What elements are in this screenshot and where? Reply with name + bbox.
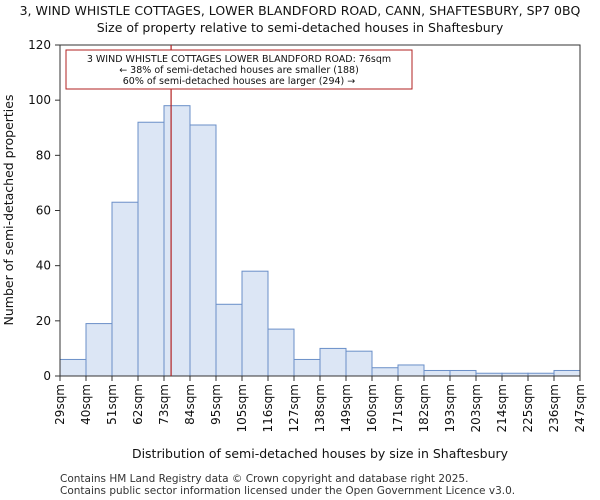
histogram-bar: [241, 270, 269, 377]
histogram-bar: [267, 328, 295, 377]
x-tick-label: 138sqm: [313, 384, 327, 432]
x-tick-label: 29sqm: [53, 384, 67, 425]
histogram-bar: [163, 105, 191, 377]
x-tick-label: 73sqm: [157, 384, 171, 425]
y-tick-label: 120: [28, 38, 51, 52]
x-tick-label: 95sqm: [209, 384, 223, 425]
x-tick-label: 247sqm: [573, 384, 587, 432]
x-tick-label: 236sqm: [547, 384, 561, 432]
x-tick-label: 171sqm: [391, 384, 405, 432]
x-tick-label: 51sqm: [105, 384, 119, 425]
plot-frame: [59, 44, 581, 377]
annotation-box: [65, 49, 413, 90]
x-tick-label: 182sqm: [417, 384, 431, 432]
histogram-bar: [215, 303, 243, 377]
histogram-bar: [449, 369, 477, 377]
y-axis-label: Number of semi-detached properties: [1, 95, 16, 326]
histogram-bar: [319, 347, 347, 377]
x-tick-label: 193sqm: [443, 384, 457, 432]
x-tick-label: 127sqm: [287, 384, 301, 432]
x-tick-label: 214sqm: [495, 384, 509, 432]
x-tick-label: 84sqm: [183, 384, 197, 425]
footer-line-2: Contains public sector information licen…: [60, 485, 516, 497]
x-ticks-group: 29sqm 40sqm 51sqm 62sqm 73sqm 84sqm 95sqm 105sq…: [53, 376, 587, 432]
histogram-bar: [423, 369, 451, 377]
histogram-bar: [111, 201, 139, 377]
bars-group: [59, 105, 581, 377]
annotation-line-3: 60% of semi-detached houses are larger (…: [123, 76, 356, 87]
histogram-bar: [553, 369, 581, 377]
marker-annotation: 3 WIND WHISTLE COTTAGES LOWER BLANDFORD …: [65, 49, 413, 90]
x-tick-label: 160sqm: [365, 384, 379, 432]
histogram-bar: [85, 323, 113, 377]
y-tick-label: 40: [36, 259, 51, 273]
x-tick-label: 225sqm: [521, 384, 535, 432]
y-tick-label: 20: [36, 314, 51, 328]
histogram-bar: [293, 358, 321, 377]
y-tick-label: 60: [36, 204, 51, 218]
histogram-bar: [397, 364, 425, 377]
x-tick-label: 203sqm: [469, 384, 483, 432]
x-axis-label: Distribution of semi-detached houses by …: [132, 446, 509, 461]
x-tick-label: 40sqm: [79, 384, 93, 425]
annotation-line-2: ← 38% of semi-detached houses are smalle…: [119, 65, 359, 76]
x-tick-label: 62sqm: [131, 384, 145, 425]
footer-line-1: Contains HM Land Registry data © Crown c…: [60, 473, 469, 485]
x-tick-label: 116sqm: [261, 384, 275, 432]
y-tick-label: 100: [28, 93, 51, 107]
annotation-line-1: 3 WIND WHISTLE COTTAGES LOWER BLANDFORD …: [87, 54, 391, 65]
histogram-bar: [345, 350, 373, 377]
histogram-bar: [189, 124, 217, 377]
chart-title-line2: Size of property relative to semi-detach…: [97, 20, 504, 35]
histogram-bar: [59, 358, 87, 377]
x-tick-label: 149sqm: [339, 384, 353, 432]
y-ticks-group: 0 20 40 60 80 100 120: [28, 38, 60, 383]
x-tick-label: 105sqm: [235, 384, 249, 432]
histogram-bar: [137, 121, 165, 377]
histogram-bar: [371, 367, 399, 377]
chart-title-line1: 3, WIND WHISTLE COTTAGES, LOWER BLANDFOR…: [20, 3, 581, 18]
y-tick-label: 0: [43, 369, 51, 383]
y-tick-label: 80: [36, 148, 51, 162]
